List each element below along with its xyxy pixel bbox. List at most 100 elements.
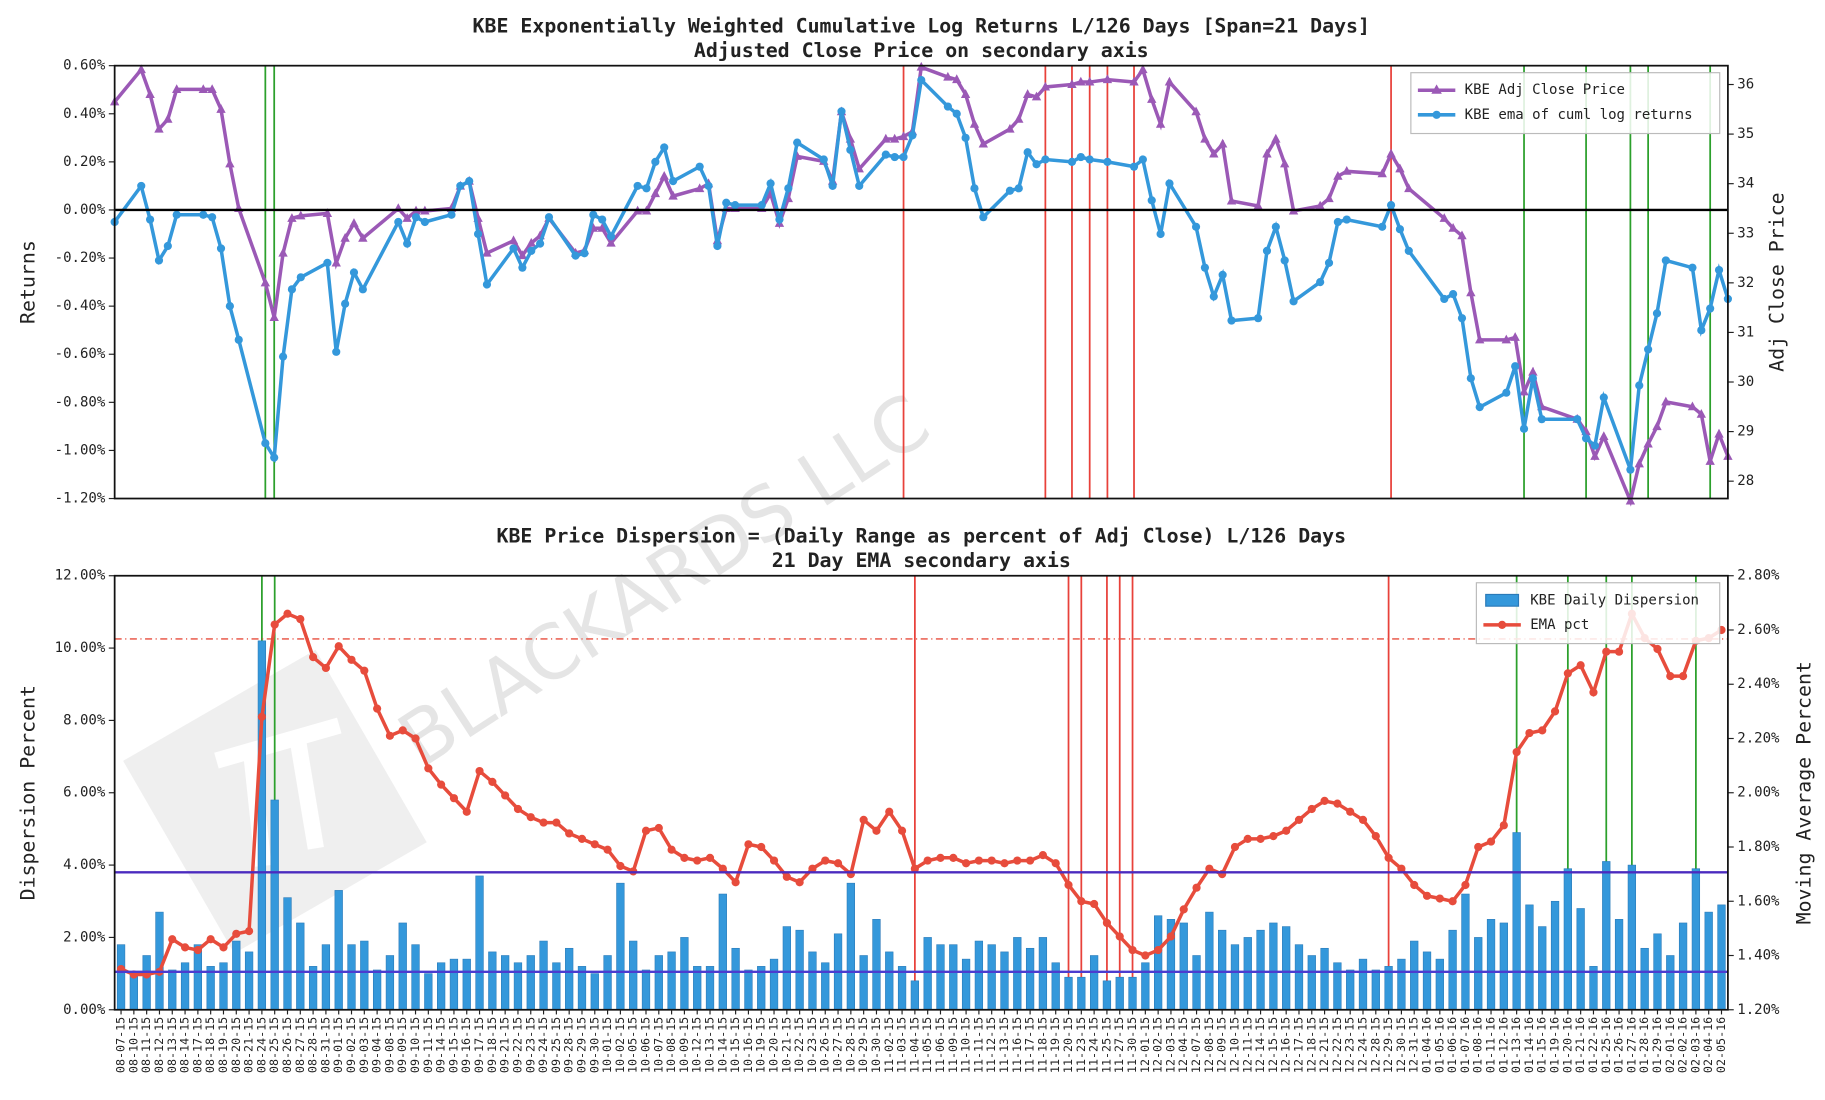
marker bbox=[1448, 223, 1458, 232]
bar bbox=[1461, 893, 1470, 1011]
x-tick-label: 09-10-15 bbox=[408, 1017, 422, 1073]
chart-title: KBE Exponentially Weighted Cumulative Lo… bbox=[473, 15, 1370, 38]
marker bbox=[163, 113, 173, 123]
x-tick-label: 12-21-15 bbox=[1317, 1017, 1331, 1073]
x-tick-label: 02-04-16 bbox=[1701, 1017, 1715, 1073]
marker bbox=[793, 138, 802, 147]
bar bbox=[129, 973, 138, 1011]
x-tick-label: 01-25-16 bbox=[1599, 1017, 1613, 1073]
x-tick-label: 10-27-15 bbox=[831, 1017, 845, 1073]
bar bbox=[385, 955, 395, 1011]
x-tick-label: 02-03-16 bbox=[1688, 1017, 1702, 1073]
x-tick-label: 10-20-15 bbox=[767, 1017, 781, 1073]
marker bbox=[881, 133, 891, 143]
series-line bbox=[113, 76, 1730, 471]
marker bbox=[1457, 230, 1467, 240]
x-tick-label: 11-17-15 bbox=[1023, 1017, 1037, 1073]
marker bbox=[961, 859, 971, 868]
y-axis-label: Dispersion Percent bbox=[17, 685, 40, 900]
bar bbox=[718, 893, 727, 1011]
marker bbox=[1026, 856, 1035, 865]
y2-tick-label: 32 bbox=[1737, 275, 1754, 291]
marker bbox=[385, 731, 395, 740]
bar bbox=[961, 958, 971, 1011]
marker bbox=[154, 256, 164, 265]
legend-marker bbox=[1498, 620, 1507, 629]
x-tick-label: 12-18-15 bbox=[1304, 1017, 1318, 1073]
x-tick-label: 09-11-15 bbox=[421, 1017, 435, 1073]
marker bbox=[1282, 826, 1291, 835]
marker bbox=[1457, 314, 1467, 323]
bar bbox=[1422, 951, 1432, 1011]
marker bbox=[1687, 401, 1698, 411]
x-tick-label: 09-29-15 bbox=[574, 1017, 588, 1073]
marker bbox=[1386, 148, 1396, 158]
marker bbox=[641, 826, 651, 835]
marker bbox=[347, 655, 356, 664]
x-tick-label: 12-10-15 bbox=[1227, 1017, 1241, 1073]
marker bbox=[1378, 222, 1387, 231]
marker bbox=[207, 84, 217, 93]
marker bbox=[270, 453, 279, 462]
x-tick-label: 11-20-15 bbox=[1061, 1017, 1075, 1073]
x-tick-label: 11-13-15 bbox=[997, 1017, 1011, 1073]
marker bbox=[1475, 403, 1484, 412]
marker bbox=[1461, 880, 1470, 890]
marker bbox=[1512, 747, 1521, 757]
marker bbox=[969, 118, 980, 128]
marker bbox=[923, 856, 932, 865]
marker bbox=[1678, 672, 1688, 681]
marker bbox=[1519, 424, 1529, 433]
bar bbox=[1358, 958, 1368, 1011]
x-tick-label: 11-05-15 bbox=[920, 1017, 934, 1073]
bar bbox=[1294, 944, 1304, 1011]
marker bbox=[1502, 388, 1511, 397]
y-tick-label: 0.40% bbox=[63, 106, 106, 122]
marker bbox=[1573, 415, 1582, 424]
marker bbox=[1358, 815, 1368, 824]
marker bbox=[513, 804, 523, 814]
marker bbox=[952, 74, 962, 84]
marker bbox=[1625, 495, 1636, 505]
marker bbox=[713, 241, 722, 251]
marker bbox=[517, 250, 528, 260]
marker bbox=[1280, 158, 1290, 168]
marker bbox=[1243, 834, 1252, 843]
bar bbox=[641, 969, 651, 1011]
marker bbox=[1000, 859, 1009, 868]
marker bbox=[837, 107, 846, 116]
x-tick-label: 01-20-16 bbox=[1560, 1017, 1574, 1073]
marker bbox=[1038, 851, 1048, 860]
legend-marker bbox=[1431, 84, 1442, 94]
marker bbox=[1014, 184, 1023, 193]
marker bbox=[1563, 669, 1572, 678]
x-tick-label: 12-08-15 bbox=[1202, 1017, 1216, 1073]
bar bbox=[1512, 832, 1521, 1011]
x-tick-label: 10-02-15 bbox=[613, 1017, 627, 1073]
marker bbox=[1090, 899, 1099, 909]
x-tick-label: 08-26-15 bbox=[280, 1017, 294, 1073]
marker bbox=[1602, 647, 1611, 656]
marker bbox=[136, 64, 146, 74]
x-tick-label: 01-12-16 bbox=[1496, 1017, 1510, 1073]
marker bbox=[1022, 89, 1033, 98]
x-tick-label: 09-01-15 bbox=[331, 1017, 345, 1073]
y2-axis-label: Adj Close Price bbox=[1766, 192, 1789, 371]
marker bbox=[1440, 294, 1449, 304]
marker bbox=[449, 794, 459, 803]
x-tick-label: 12-07-15 bbox=[1189, 1017, 1203, 1073]
marker bbox=[577, 834, 587, 843]
marker bbox=[1448, 897, 1457, 906]
x-tick-label: 12-28-15 bbox=[1368, 1017, 1382, 1073]
marker bbox=[952, 109, 961, 118]
marker bbox=[1705, 456, 1715, 465]
marker bbox=[1307, 804, 1316, 814]
bar bbox=[1563, 868, 1572, 1011]
marker bbox=[1510, 332, 1520, 341]
x-tick-label: 12-29-15 bbox=[1381, 1017, 1395, 1073]
marker bbox=[1271, 222, 1280, 231]
x-tick-label: 11-23-15 bbox=[1074, 1017, 1088, 1073]
x-tick-label: 08-14-15 bbox=[178, 1017, 192, 1073]
marker bbox=[908, 131, 917, 140]
bar bbox=[283, 897, 292, 1011]
